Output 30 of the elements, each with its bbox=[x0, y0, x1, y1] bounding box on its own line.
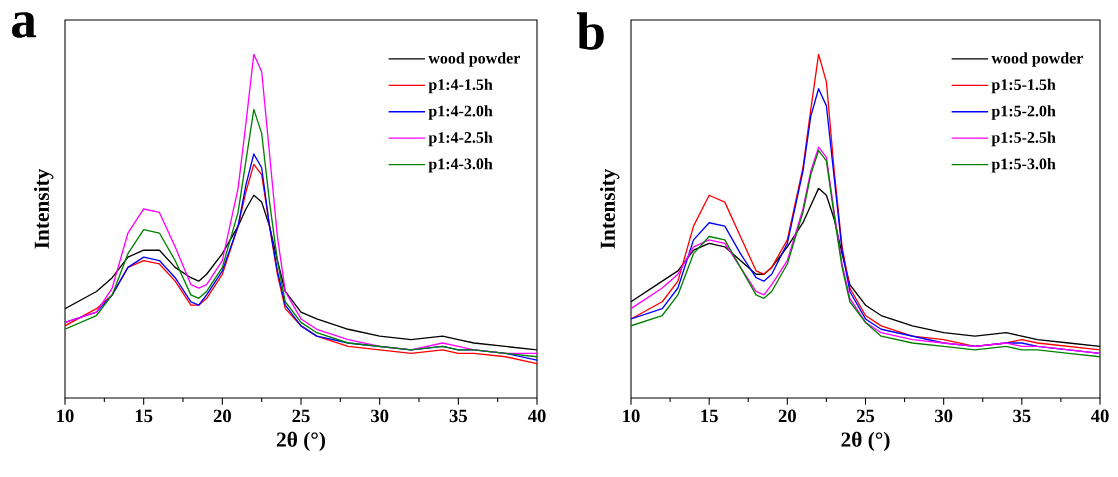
x-tick-label: 35 bbox=[1013, 409, 1031, 423]
x-tick-label: 15 bbox=[701, 409, 718, 423]
legend-label: wood powder bbox=[428, 52, 520, 67]
text: a bbox=[11, 12, 37, 38]
legend-label: p1:4-3.0h bbox=[428, 158, 493, 173]
x-tick-label: 10 bbox=[57, 409, 74, 423]
x-tick-label: 20 bbox=[213, 409, 231, 423]
x-tick-label: 40 bbox=[1090, 409, 1109, 423]
x-tick-label: 30 bbox=[371, 409, 389, 423]
x-tick-label: 25 bbox=[292, 409, 310, 423]
x-tick-label: 15 bbox=[135, 409, 153, 423]
legend-label: wood powder bbox=[991, 52, 1084, 67]
x-axis-title: 2θ (°) bbox=[841, 431, 890, 452]
legend-label: p1:4-2.5h bbox=[428, 131, 493, 147]
x-axis-title: 2θ (°) bbox=[276, 431, 326, 452]
x-tick-label: 10 bbox=[623, 409, 640, 423]
legend-label: p1:5-2.5h bbox=[991, 131, 1056, 147]
x-tick-label: 35 bbox=[449, 409, 467, 423]
legend-label: p1:5-3.0h bbox=[991, 158, 1056, 173]
legend-label: p1:5-2.0h bbox=[991, 105, 1056, 120]
y-axis-title: Intensity bbox=[599, 168, 620, 249]
legend-label: p1:4-2.0h bbox=[428, 105, 493, 120]
text: b bbox=[576, 12, 604, 50]
x-tick-label: 40 bbox=[527, 409, 546, 423]
legend-label: p1:5-1.5h bbox=[991, 78, 1056, 94]
x-tick-label: 30 bbox=[935, 409, 953, 423]
y-axis-title: Intensity bbox=[33, 168, 54, 249]
x-tick-label: 20 bbox=[778, 409, 796, 423]
legend-label: p1:4-1.5h bbox=[428, 78, 493, 94]
x-tick-label: 25 bbox=[856, 409, 875, 423]
